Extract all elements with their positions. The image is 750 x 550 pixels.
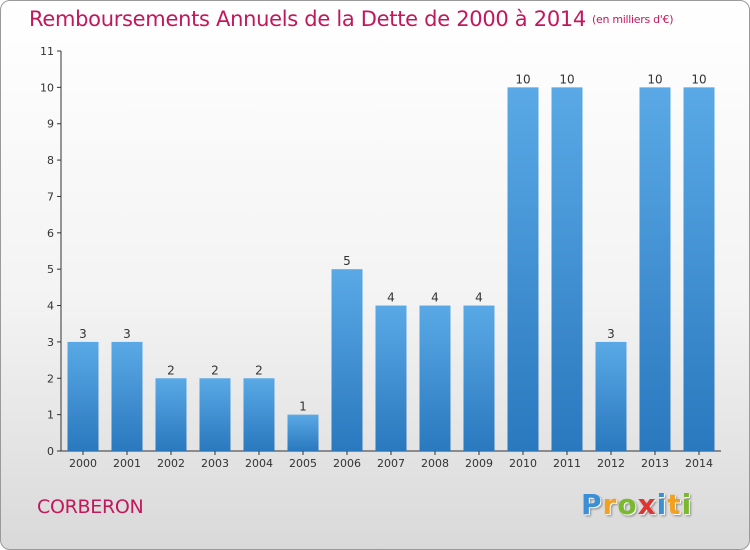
x-tick-label: 2005 [289,457,317,470]
x-tick-label: 2007 [377,457,405,470]
bar-2012 [595,341,627,451]
bar-2009 [463,305,495,451]
x-tick-label: 2012 [597,457,625,470]
x-tick-label: 2002 [157,457,185,470]
bar-2001 [111,341,143,451]
bar-value-label: 10 [647,72,662,86]
bar-value-label: 4 [431,291,439,305]
commune-name: CORBERON [37,496,144,518]
bar-2013 [639,87,671,451]
x-tick-label: 2004 [245,457,273,470]
bar-value-label: 10 [515,72,530,86]
proxiti-logo: Proxiti [581,488,692,521]
y-tick-label: 6 [47,227,54,240]
logo-letter: o [617,488,638,521]
x-tick-label: 2011 [553,457,581,470]
x-tick-label: 2006 [333,457,361,470]
bar-2014 [683,87,715,451]
bar-2002 [155,378,187,451]
bar-value-label: 4 [475,291,483,305]
y-tick-label: 10 [40,81,54,94]
x-tick-label: 2010 [509,457,537,470]
bar-value-label: 2 [167,363,175,377]
bar-value-label: 5 [343,254,351,268]
bar-2004 [243,378,275,451]
x-tick-label: 2009 [465,457,493,470]
y-tick-label: 0 [47,445,54,458]
y-tick-label: 1 [47,409,54,422]
bar-2005 [287,414,319,451]
title-unit: (en milliers d'€) [592,13,674,26]
bar-2010 [507,87,539,451]
x-tick-label: 2013 [641,457,669,470]
bar-value-label: 3 [607,327,615,341]
bar-2006 [331,269,363,451]
logo-letter: i [656,488,668,521]
bar-value-label: 3 [79,327,87,341]
x-tick-label: 2003 [201,457,229,470]
y-tick-label: 7 [47,190,54,203]
logo-letter: t [667,488,682,521]
chart-title: Remboursements Annuels de la Dette de 20… [29,7,673,31]
y-tick-label: 8 [47,154,54,167]
x-tick-label: 2000 [69,457,97,470]
y-tick-label: 9 [47,118,54,131]
bar-value-label: 10 [691,72,706,86]
title-text: Remboursements Annuels de la Dette de 20… [29,7,586,31]
bar-value-label: 1 [299,400,307,414]
bar-value-label: 4 [387,291,395,305]
y-tick-label: 4 [47,300,54,313]
logo-letter: i [681,488,693,521]
logo-letter: P [581,488,603,521]
y-tick-label: 5 [47,263,54,276]
bar-2008 [419,305,451,451]
y-tick-label: 2 [47,372,54,385]
bar-value-label: 2 [211,363,219,377]
bar-2007 [375,305,407,451]
y-tick-label: 3 [47,336,54,349]
bar-value-label: 2 [255,363,263,377]
bar-value-label: 10 [559,72,574,86]
y-tick-label: 11 [40,45,54,58]
x-tick-label: 2001 [113,457,141,470]
bar-2003 [199,378,231,451]
bar-value-label: 3 [123,327,131,341]
bar-2011 [551,87,583,451]
bar-2000 [67,341,99,451]
logo-letter: r [602,488,618,521]
logo-letter: x [637,488,657,521]
x-tick-label: 2008 [421,457,449,470]
x-tick-label: 2014 [685,457,713,470]
